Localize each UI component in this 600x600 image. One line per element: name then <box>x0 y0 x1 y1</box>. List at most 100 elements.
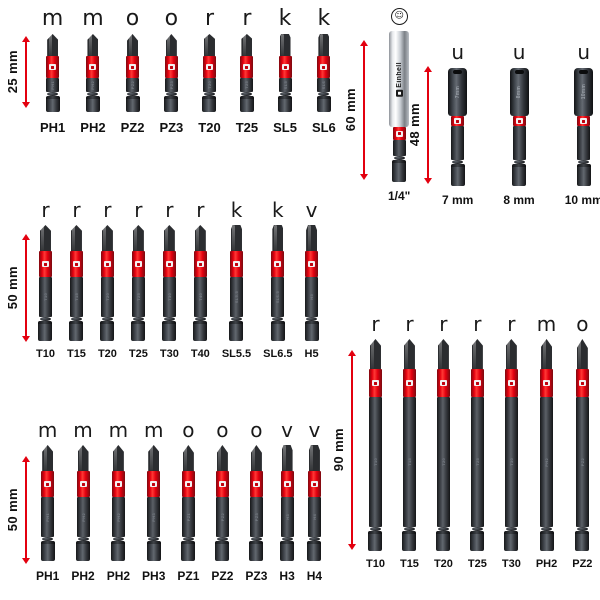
retaining-groove <box>308 537 320 541</box>
bit-label: T30 <box>159 348 179 360</box>
hex-drive-end <box>45 96 60 112</box>
retaining-groove <box>578 160 590 164</box>
torx-icon: r <box>72 198 81 222</box>
logo-badge <box>232 261 240 267</box>
hex-drive-end <box>278 96 293 112</box>
dimension-60mm: 60 mm <box>343 40 369 180</box>
logo-badge <box>165 261 173 267</box>
bit-shank: PZ3 <box>249 497 263 537</box>
red-collar <box>392 127 406 140</box>
bit-tip-tx <box>70 225 82 251</box>
shank-engraving: T20 <box>104 293 110 301</box>
logo-badge <box>205 64 213 70</box>
arrow-head-down <box>348 544 356 550</box>
bit-column: r T15 T15 <box>67 200 86 360</box>
hex-drive-end <box>470 531 485 551</box>
logo-badge <box>320 64 328 70</box>
pozidriv-icon: o <box>182 418 195 442</box>
bit-label: T10 <box>36 348 55 360</box>
shank-engraving: SL5 <box>282 80 288 90</box>
shank-engraving: PZ1 <box>185 512 191 522</box>
bit-column: m PH2 PH2 <box>80 8 105 135</box>
bit-shank: T30 <box>162 277 176 317</box>
bit-tip-tx <box>471 339 483 369</box>
logo-badge <box>439 380 447 386</box>
hex-drive-end <box>229 321 244 341</box>
retaining-groove <box>70 317 82 321</box>
shank-engraving: H5 <box>309 294 315 300</box>
retaining-groove <box>272 317 284 321</box>
hex-drive-end <box>450 164 465 186</box>
holder-sleeve: Einhell <box>389 31 410 127</box>
bit-label: H4 <box>306 569 323 583</box>
logo-badge <box>274 261 282 267</box>
hex-drive-end <box>131 321 146 341</box>
retaining-groove <box>513 160 525 164</box>
arrow-head-up <box>424 66 432 72</box>
bit-shank: PZ1 <box>181 497 195 537</box>
bit-column: r T30 T30 <box>160 200 179 360</box>
bit-label: PH2 <box>71 569 95 583</box>
bit-shank: T25 <box>240 78 254 92</box>
red-collar <box>164 56 178 78</box>
hex-drive-end <box>239 96 254 112</box>
bit-label: PZ2 <box>211 569 234 583</box>
retaining-groove <box>281 537 293 541</box>
retaining-groove <box>203 92 215 96</box>
hex-drive-end <box>164 96 179 112</box>
retaining-groove <box>437 527 449 531</box>
bit-shank: H5 <box>305 277 319 317</box>
bit-shank: T30 <box>504 397 518 527</box>
nut-setter-row: u 7mm 7 mm u 8mm 8 mm u 10mm 10 mm <box>442 42 600 206</box>
bit-column: r T25 T25 <box>129 200 148 360</box>
red-collar <box>575 369 589 397</box>
bit-tip-tx <box>39 225 51 251</box>
retaining-groove <box>576 527 588 531</box>
bit-tip-ph <box>42 445 54 471</box>
logo-badge <box>150 481 158 487</box>
hex-icon: v <box>308 418 321 442</box>
bit-tip-pz <box>165 34 177 56</box>
shank-engraving: H3 <box>284 514 290 520</box>
hex-drive-end <box>392 160 407 182</box>
bit-shank: PZ2 <box>215 497 229 537</box>
red-collar <box>41 471 55 497</box>
bit-shank: PH3 <box>147 497 161 537</box>
red-collar <box>271 251 285 277</box>
red-collar <box>162 251 176 277</box>
retaining-groove <box>306 317 318 321</box>
bit-tip-tx <box>194 225 206 251</box>
bit-column: r T10 T10 <box>366 314 385 570</box>
retaining-groove <box>318 92 330 96</box>
bit-shank: T25 <box>131 277 145 317</box>
bit-body: SL6 <box>316 34 331 112</box>
bit-body: PZ2 <box>215 445 230 561</box>
shank-engraving: PZ2 <box>219 512 225 522</box>
bit-shank: SL5 <box>278 78 292 92</box>
bit-label: T20 <box>198 120 221 135</box>
logo-badge <box>578 380 586 386</box>
red-collar <box>126 56 140 78</box>
bit-tip-hx <box>308 445 320 471</box>
bit-tip-tx <box>163 225 175 251</box>
torx-icon: r <box>41 198 50 222</box>
red-collar <box>111 471 125 497</box>
bit-body: SL5.5 <box>229 225 244 341</box>
nut-setter-label: 7 mm <box>442 193 474 207</box>
retaining-groove <box>101 317 113 321</box>
magnet-icon: ☺ <box>390 8 408 25</box>
bit-column: v H3 H3 <box>279 420 294 582</box>
bit-tip-ph <box>87 34 99 56</box>
retaining-groove <box>182 537 194 541</box>
torx-icon: r <box>165 198 174 222</box>
arrow-shaft <box>427 71 429 179</box>
holder-shank <box>392 140 406 156</box>
bit-body: T25 <box>239 34 254 112</box>
bit-body: PZ2 <box>125 34 140 112</box>
bit-body: PH1 <box>45 34 60 112</box>
bit-column: r T20 T20 <box>98 200 117 360</box>
logo-badge <box>49 64 57 70</box>
hex-drive-end <box>402 531 417 551</box>
arrow-shaft <box>25 239 27 337</box>
